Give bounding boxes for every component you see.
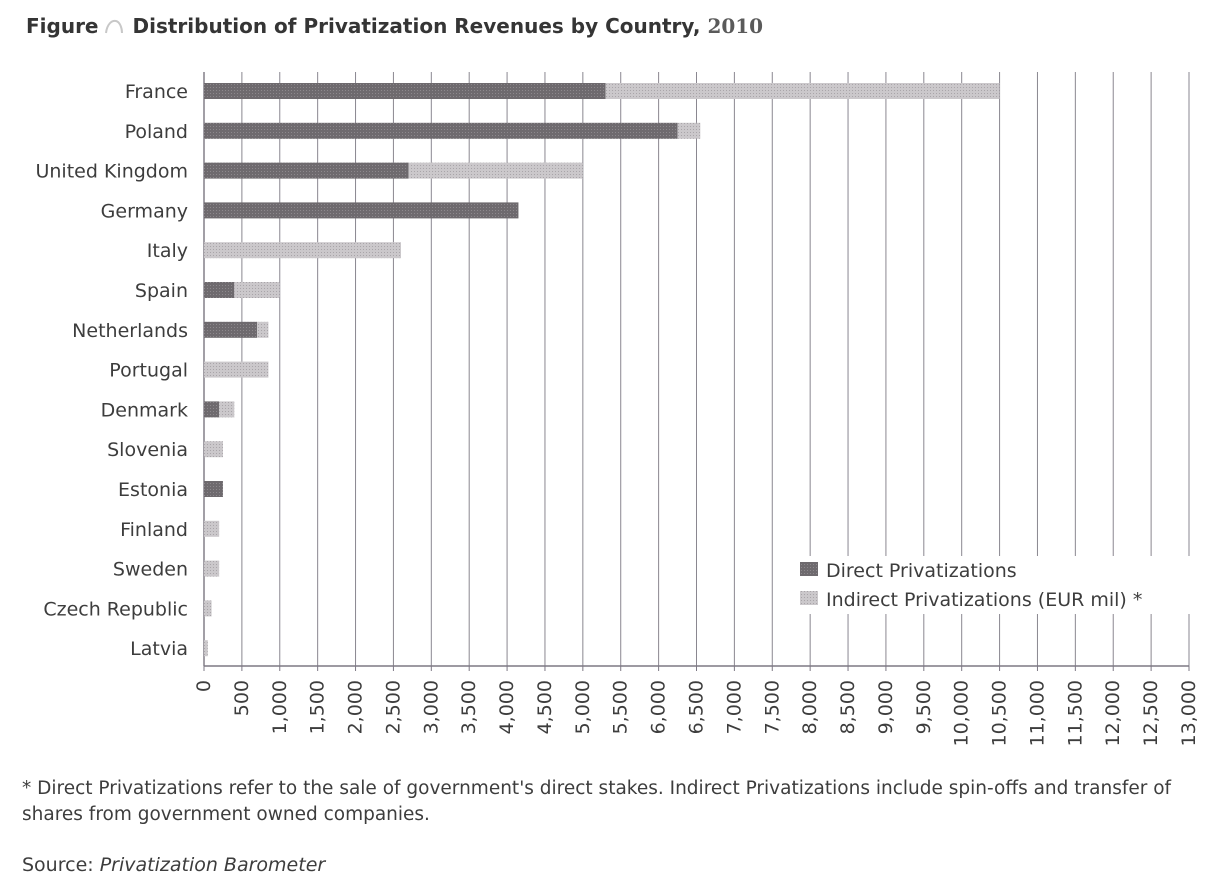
x-tick-labels: 0 500 1,000 1,500 2,000 2,500 3,000 3,500 4,000 4… (193, 666, 1200, 746)
x-tick-label: 500 (231, 680, 253, 716)
category-label: Finland (120, 519, 188, 541)
bar-direct (204, 83, 606, 99)
x-tick-label: 1,000 (269, 680, 291, 734)
x-tick-label: 13,000 (1178, 680, 1200, 746)
category-label: Portugal (109, 360, 188, 382)
legend-label-direct: Direct Privatizations (826, 560, 1017, 582)
x-tick-label: 2,000 (345, 680, 367, 734)
legend-swatch-direct (800, 562, 818, 576)
category-label: Slovenia (107, 439, 188, 461)
category-label: Netherlands (72, 320, 188, 342)
x-tick-label: 3,000 (420, 680, 442, 734)
bar-direct (204, 401, 220, 418)
x-tick-label: 1,500 (307, 680, 329, 734)
bar-chart: France Poland United Kingdom Germany Italy Sp… (35, 72, 1200, 746)
x-tick-label: 8,000 (799, 680, 821, 734)
x-tick-label: 3,500 (458, 680, 480, 734)
x-tick-label: 4,500 (534, 680, 556, 734)
source-label: Source: (22, 854, 94, 876)
bar-direct (204, 202, 519, 219)
bar-indirect (204, 560, 220, 577)
x-tick-label: 2,500 (382, 680, 404, 734)
x-tick-label: 5,000 (572, 680, 594, 734)
bar-indirect (234, 282, 280, 298)
bar-indirect (204, 640, 208, 657)
bar-direct (204, 481, 223, 497)
x-tick-label: 12,000 (1102, 680, 1124, 746)
bar-indirect (204, 361, 269, 378)
category-label: Denmark (101, 399, 188, 421)
title-text: Distribution of Privatization Revenues b… (132, 14, 701, 38)
bar-direct (204, 282, 235, 298)
category-label: Poland (125, 121, 188, 143)
x-tick-label: 10,500 (989, 680, 1011, 746)
category-label: United Kingdom (35, 161, 188, 183)
x-tick-label: 10,000 (951, 680, 973, 746)
figure-number-mark (104, 19, 123, 34)
bar-indirect (204, 520, 220, 537)
x-tick-label: 0 (193, 680, 215, 692)
category-label: Italy (147, 240, 188, 262)
x-tick-label: 5,500 (610, 680, 632, 734)
category-label: Spain (135, 280, 188, 302)
bar-indirect (204, 600, 212, 617)
title-year: 2010 (707, 14, 764, 38)
category-label: Sweden (113, 559, 188, 581)
x-tick-label: 7,500 (761, 680, 783, 734)
bar-indirect (677, 122, 701, 139)
x-tick-label: 11,000 (1026, 680, 1048, 746)
source-name: Privatization Barometer (99, 854, 326, 876)
chart-title: Figure Distribution of Privatization Reve… (26, 14, 763, 38)
bar-indirect (257, 321, 269, 338)
bar-direct (204, 162, 409, 179)
x-tick-label: 6,000 (648, 680, 670, 734)
legend-label-indirect: Indirect Privatizations (EUR mil) * (826, 589, 1142, 611)
bar-direct (204, 321, 258, 338)
bar-indirect (605, 83, 1000, 99)
bar-indirect (408, 162, 583, 179)
x-tick-label: 6,500 (686, 680, 708, 734)
x-tick-label: 9,000 (875, 680, 897, 734)
figure-label: Figure (26, 14, 99, 38)
footnote: * Direct Privatizations refer to the sal… (22, 778, 1172, 825)
bar-direct (204, 122, 678, 139)
x-tick-label: 11,500 (1064, 680, 1086, 746)
bars (204, 83, 1000, 657)
x-tick-label: 9,500 (913, 680, 935, 734)
bar-indirect (204, 242, 401, 259)
category-label: France (125, 81, 188, 103)
x-tick-label: 8,500 (837, 680, 859, 734)
legend-swatch-indirect (800, 591, 818, 605)
category-label: Estonia (118, 479, 188, 501)
legend-box (790, 556, 1192, 614)
x-tick-label: 7,000 (723, 680, 745, 734)
bar-indirect (219, 401, 235, 418)
category-label: Latvia (130, 638, 188, 660)
category-label: Germany (101, 200, 188, 222)
bar-indirect (204, 441, 223, 458)
category-label: Czech Republic (43, 598, 188, 620)
legend: Direct Privatizations Indirect Privatiza… (790, 556, 1192, 614)
x-tick-label: 12,500 (1140, 680, 1162, 746)
x-tick-label: 4,000 (496, 680, 518, 734)
category-labels: France Poland United Kingdom Germany Italy Sp… (35, 81, 188, 660)
source-line: Source: Privatization Barometer (22, 854, 325, 876)
